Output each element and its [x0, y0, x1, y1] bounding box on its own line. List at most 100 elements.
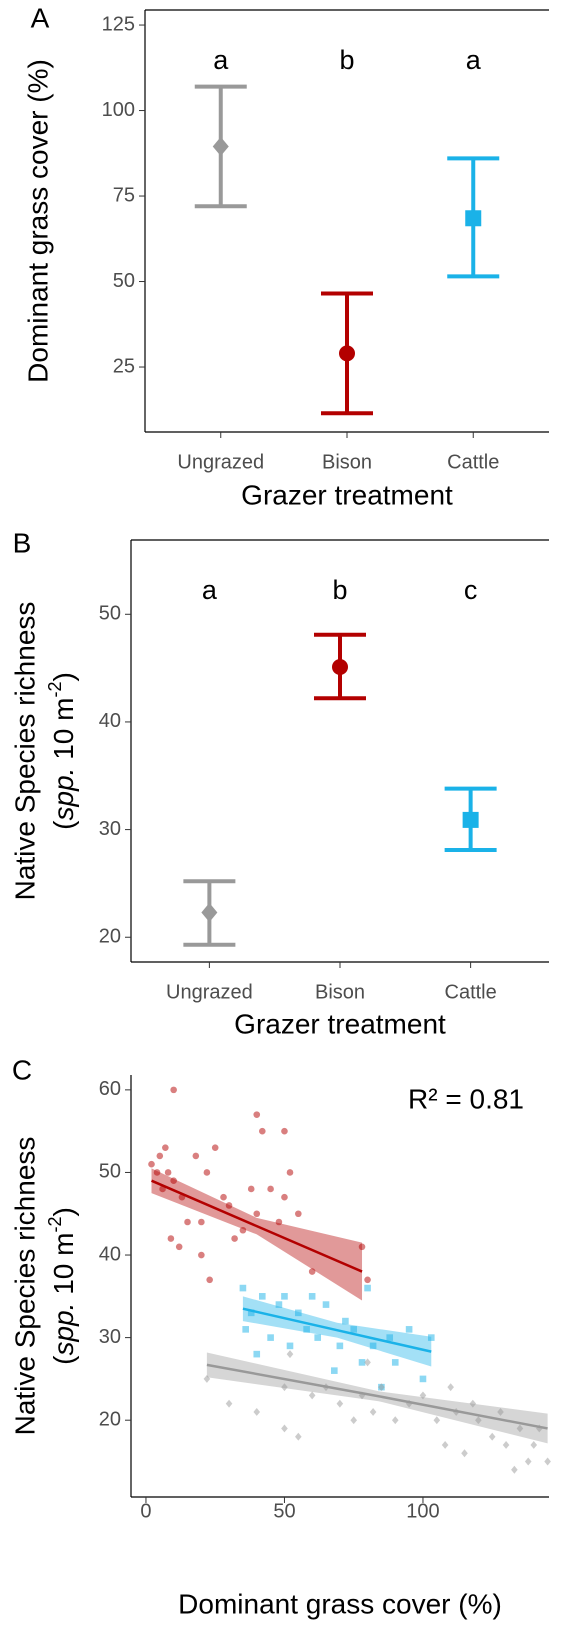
point: [342, 1317, 349, 1325]
point: [198, 1218, 205, 1226]
point: [148, 1160, 155, 1168]
point: [220, 1193, 227, 1201]
y-axis-units: (spp. 10 m-2): [45, 672, 80, 830]
point: [475, 1416, 482, 1425]
point: [350, 1326, 358, 1333]
point: [259, 1293, 266, 1300]
point: [339, 345, 355, 362]
y-tick-label: 50: [99, 603, 121, 625]
point: [295, 1210, 302, 1218]
panel-label: C: [12, 1054, 32, 1085]
point: [239, 1226, 247, 1234]
point: [286, 1169, 294, 1176]
point: [369, 1407, 377, 1416]
point: [497, 1407, 504, 1416]
point: [386, 1334, 394, 1341]
point: [203, 1169, 211, 1176]
point: [242, 1326, 249, 1333]
x-tick-label: 100: [406, 1500, 439, 1522]
point: [286, 1350, 294, 1359]
point: [469, 1399, 477, 1408]
y-tick-label: 25: [113, 355, 135, 377]
point: [281, 1383, 288, 1392]
point: [211, 1144, 219, 1151]
point: [281, 1424, 288, 1433]
point: [201, 902, 218, 923]
point: [225, 1202, 233, 1209]
y-axis-units-part: spp.: [48, 768, 79, 821]
point: [391, 1359, 399, 1366]
point: [253, 1111, 261, 1118]
x-tick-label: 50: [273, 1500, 295, 1522]
y-axis-units-part: ): [48, 672, 79, 681]
point: [322, 1301, 330, 1308]
y-axis-units-part: ): [48, 1207, 79, 1216]
y-axis-title: Native Species richness: [9, 602, 40, 901]
x-tick-label: Bison: [322, 451, 372, 473]
point: [332, 659, 348, 676]
y-axis-units-part: -2: [45, 1217, 65, 1233]
x-tick-label: 0: [140, 1500, 151, 1522]
point: [231, 1235, 238, 1242]
y-tick-label: 40: [99, 710, 121, 732]
point: [295, 1309, 302, 1317]
y-tick-label: 30: [99, 818, 121, 840]
y-tick-label: 60: [99, 1078, 121, 1100]
y-tick-label: 125: [102, 13, 135, 35]
point: [511, 1465, 518, 1474]
y-axis-units-part: spp.: [48, 1303, 79, 1356]
point: [253, 1210, 261, 1218]
point: [281, 1127, 288, 1135]
x-tick-label: Ungrazed: [166, 981, 253, 1003]
point: [308, 1391, 316, 1400]
point: [259, 1127, 266, 1135]
significance-letter: b: [332, 575, 347, 605]
point: [206, 1276, 213, 1284]
y-axis-units: (spp. 10 m-2): [45, 1207, 80, 1365]
point: [530, 1441, 538, 1449]
y-axis-title: Native Species richness: [9, 1137, 40, 1436]
significance-letter: b: [339, 45, 354, 75]
point: [419, 1391, 427, 1400]
point: [364, 1284, 371, 1292]
point: [156, 1152, 164, 1160]
point: [212, 136, 229, 157]
point: [369, 1342, 377, 1350]
point: [184, 1218, 191, 1226]
point: [465, 210, 482, 227]
significance-letter: a: [202, 575, 218, 605]
point: [162, 1144, 169, 1151]
y-axis-units-part: 10 m: [48, 698, 79, 768]
x-tick-label: Ungrazed: [177, 451, 264, 473]
x-tick-label: Cattle: [447, 451, 499, 473]
point: [239, 1284, 247, 1292]
point: [192, 1152, 200, 1160]
y-tick-label: 30: [99, 1326, 121, 1348]
point: [358, 1243, 366, 1251]
point: [364, 1358, 371, 1367]
y-axis-units-part: -2: [45, 682, 65, 698]
x-axis-title: Dominant grass cover (%): [178, 1588, 502, 1619]
point: [488, 1432, 496, 1441]
y-axis-units-part: 10 m: [48, 1233, 79, 1303]
point: [502, 1441, 510, 1449]
point: [544, 1457, 551, 1466]
x-tick-label: Cattle: [445, 981, 497, 1003]
point: [308, 1293, 316, 1300]
point: [378, 1383, 385, 1392]
point: [170, 1086, 177, 1094]
confidence-band: [206, 1352, 548, 1444]
point: [364, 1276, 371, 1284]
point: [516, 1424, 524, 1433]
confidence-band: [151, 1168, 363, 1301]
point: [391, 1416, 399, 1425]
point: [295, 1432, 302, 1441]
y-axis-title: Dominant grass cover (%): [22, 59, 53, 383]
fit-line: [151, 1179, 363, 1273]
point: [203, 1374, 211, 1383]
significance-letter: a: [466, 45, 482, 75]
point: [275, 1218, 283, 1226]
point: [462, 811, 479, 828]
